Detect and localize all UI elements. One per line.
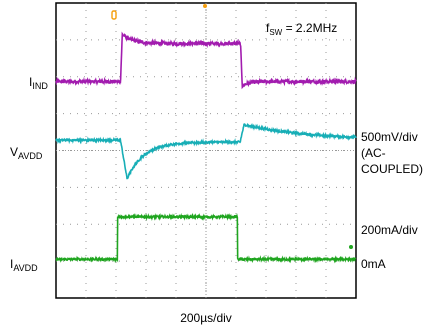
trace-i-avdd <box>55 212 357 264</box>
time-position-marker <box>203 4 207 8</box>
label-i-avdd: IAVDD <box>10 257 38 273</box>
scale-v-avdd-line1: 500mV/div <box>361 130 418 144</box>
trace-v-avdd <box>55 122 357 180</box>
ch-offset-marker <box>349 245 353 249</box>
label-v-avdd: VAVDD <box>10 145 43 161</box>
label-i-ind: IIND <box>29 75 48 91</box>
trigger-marker <box>111 10 117 20</box>
fsw-annotation: fSW = 2.2MHz <box>266 21 337 37</box>
scale-v-avdd-line2: (AC- <box>361 146 386 160</box>
zero-ma-label: 0mA <box>361 257 386 271</box>
scale-i-avdd: 200mA/div <box>361 223 418 237</box>
scale-v-avdd-line3: COUPLED) <box>361 162 423 176</box>
time-per-div-label: 200µs/div <box>180 311 232 325</box>
trace-i-ind <box>55 31 357 90</box>
